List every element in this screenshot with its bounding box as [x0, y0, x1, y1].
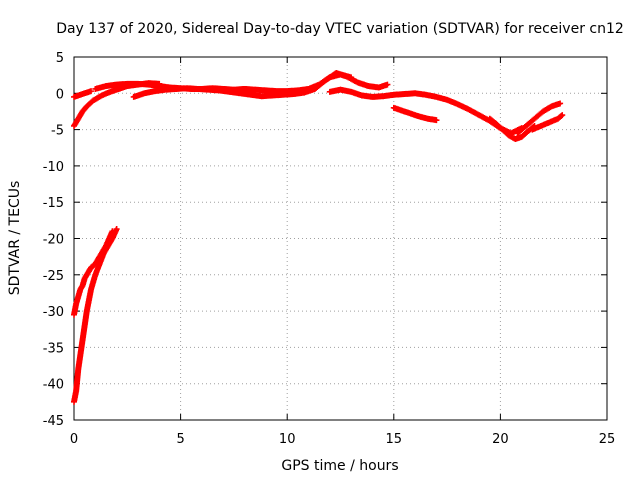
plot-frame — [73, 56, 608, 421]
point-marks — [326, 86, 525, 137]
x-tick-label: 25 — [599, 432, 616, 447]
y-tick-label: -20 — [43, 233, 64, 248]
point-marks — [130, 69, 391, 100]
y-tick-label: -30 — [43, 305, 64, 320]
axes: 0 5 10 15 20 25 5 0 -5 -10 -15 -20 -25 -30 -35 -40 -45 — [43, 51, 616, 447]
point-marks — [71, 88, 95, 100]
series-arc-5 — [326, 86, 525, 137]
y-axis-label: SDTVAR / TECUs — [7, 181, 23, 296]
y-tick-label: -40 — [43, 378, 64, 393]
x-tick-label: 0 — [70, 432, 78, 447]
series-arc-6 — [390, 104, 440, 124]
y-tick-label: -10 — [43, 160, 64, 175]
y-tick-label: -25 — [43, 269, 64, 284]
data-points — [71, 69, 566, 405]
y-tick-label: -15 — [43, 196, 64, 211]
y-tick-label: -45 — [43, 414, 64, 429]
series-arc-11 — [71, 226, 120, 405]
point-marks — [529, 112, 566, 133]
x-tick-label: 10 — [279, 432, 296, 447]
x-tick-label: 20 — [492, 432, 509, 447]
y-tick-label: -35 — [43, 341, 64, 356]
series-arc-2 — [71, 88, 95, 100]
x-axis-label: GPS time / hours — [281, 458, 398, 474]
series-arc-4 — [130, 69, 391, 100]
chart-title: Day 137 of 2020, Sidereal Day-to-day VTE… — [56, 21, 624, 37]
y-tick-label: -5 — [51, 124, 64, 139]
series-arc-9 — [529, 112, 566, 133]
point-marks — [514, 100, 564, 137]
y-tick-label: 0 — [56, 87, 64, 102]
point-marks — [390, 104, 440, 124]
x-tick-label: 15 — [386, 432, 403, 447]
series-arc-8 — [514, 100, 564, 137]
x-tick-label: 5 — [176, 432, 184, 447]
grid-lines — [74, 57, 607, 420]
y-tick-label: 5 — [56, 51, 64, 66]
point-marks — [71, 226, 120, 405]
